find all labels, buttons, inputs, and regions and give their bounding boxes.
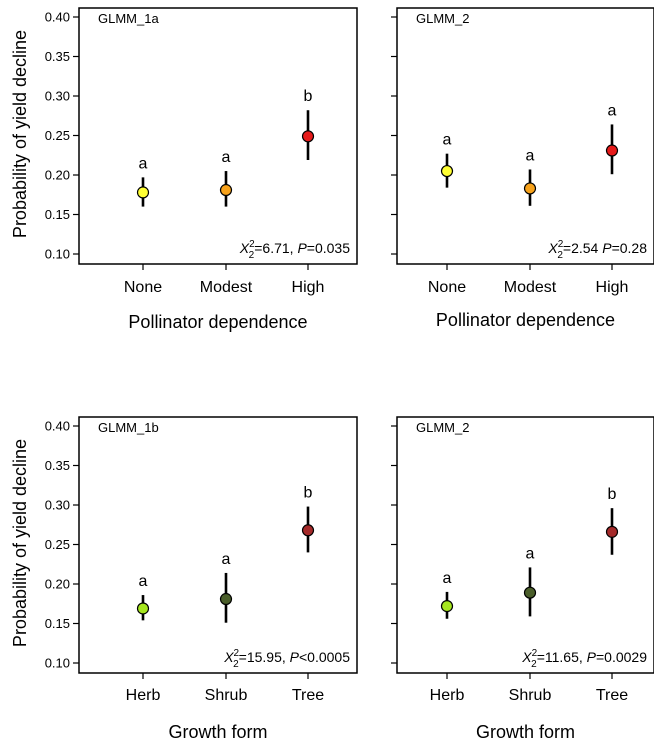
x-tick-label: Herb bbox=[430, 687, 465, 704]
x-tick-label: Tree bbox=[596, 687, 628, 704]
significance-letter: a bbox=[608, 102, 617, 119]
chi-subscript: 2 bbox=[531, 659, 537, 670]
significance-letter: a bbox=[222, 149, 231, 166]
significance-letter: a bbox=[139, 573, 148, 590]
chi-superscript: 2 bbox=[234, 648, 240, 659]
stat-value: =15.95, bbox=[239, 649, 290, 665]
chi-symbol: X bbox=[547, 240, 558, 256]
data-point bbox=[523, 182, 537, 195]
stat-text: X2 2=2.54 P=0.28 bbox=[547, 239, 647, 261]
significance-letter: a bbox=[526, 147, 535, 164]
significance-letter: b bbox=[304, 485, 313, 502]
y-axis-title: Probability of yield decline bbox=[10, 30, 30, 238]
y-tick-label: 0.10 bbox=[45, 247, 70, 262]
x-tick-label: Shrub bbox=[205, 687, 248, 704]
y-tick-label: 0.20 bbox=[45, 577, 70, 592]
stat-value: =2.54 bbox=[563, 240, 602, 256]
x-tick-label: None bbox=[428, 279, 466, 296]
x-tick-label: Modest bbox=[504, 279, 557, 296]
data-point bbox=[219, 592, 233, 606]
data-point bbox=[440, 164, 454, 178]
data-point bbox=[219, 183, 233, 197]
data-point bbox=[523, 586, 537, 599]
stat-text: X2 2=11.65, P=0.0029 bbox=[521, 648, 647, 670]
chi-symbol: X bbox=[521, 649, 532, 665]
y-tick-label: 0.15 bbox=[45, 616, 70, 631]
p-value: =0.035 bbox=[307, 240, 350, 256]
x-tick-label: High bbox=[596, 279, 629, 296]
chi-subscript: 2 bbox=[233, 659, 239, 670]
y-tick-label: 0.30 bbox=[45, 89, 70, 104]
significance-letter: a bbox=[443, 132, 452, 149]
stat-text: X2 2=6.71, P=0.035 bbox=[239, 239, 350, 261]
p-symbol: P bbox=[602, 240, 612, 256]
p-symbol: P bbox=[297, 240, 307, 256]
y-tick-label: 0.10 bbox=[45, 656, 70, 671]
chart-panel-1: 0.10 0.15 0.20 0.25 0.30 0.35 0.40 None Modest Hi… bbox=[10, 7, 358, 332]
significance-letter: a bbox=[526, 545, 535, 562]
p-value: <0.0005 bbox=[299, 649, 350, 665]
y-axis-title: Probability of yield decline bbox=[10, 439, 30, 647]
significance-letter: b bbox=[304, 88, 313, 105]
chi-subscript: 2 bbox=[249, 250, 255, 261]
x-tick-label: Modest bbox=[200, 279, 253, 296]
significance-letter: a bbox=[443, 570, 452, 587]
x-axis-title: Growth form bbox=[476, 722, 575, 742]
chi-superscript: 2 bbox=[249, 239, 255, 250]
plot-frame bbox=[78, 416, 358, 674]
panel-title: GLMM_2 bbox=[416, 11, 469, 26]
significance-letter: a bbox=[222, 551, 231, 568]
y-tick-label: 0.40 bbox=[45, 419, 70, 434]
data-point bbox=[136, 186, 150, 199]
significance-letter: a bbox=[139, 155, 148, 172]
x-axis-title: Pollinator dependence bbox=[128, 312, 307, 332]
p-value: =0.0029 bbox=[596, 649, 647, 665]
panel-title: GLMM_1a bbox=[98, 11, 159, 26]
data-point bbox=[136, 602, 150, 615]
x-tick-label: Tree bbox=[292, 687, 324, 704]
p-symbol: P bbox=[290, 649, 300, 665]
chart-panel-3: 0.10 0.15 0.20 0.25 0.30 0.35 0.40 Herb Shrub Tre… bbox=[10, 416, 358, 742]
panel-title: GLMM_1b bbox=[98, 420, 159, 435]
chi-symbol: X bbox=[223, 649, 234, 665]
panel-title: GLMM_2 bbox=[416, 420, 469, 435]
stat-value: =6.71, bbox=[254, 240, 297, 256]
x-tick-label: Shrub bbox=[509, 687, 552, 704]
data-point bbox=[301, 130, 315, 143]
data-point bbox=[605, 525, 619, 538]
x-tick-label: None bbox=[124, 279, 162, 296]
data-point bbox=[605, 144, 619, 157]
y-tick-label: 0.25 bbox=[45, 128, 70, 143]
y-tick-label: 0.30 bbox=[45, 498, 70, 513]
y-tick-label: 0.40 bbox=[45, 10, 70, 25]
chi-superscript: 2 bbox=[532, 648, 538, 659]
y-tick-label: 0.20 bbox=[45, 168, 70, 183]
p-value: =0.28 bbox=[612, 240, 648, 256]
x-tick-label: High bbox=[292, 279, 325, 296]
p-symbol: P bbox=[587, 649, 597, 665]
y-tick-label: 0.25 bbox=[45, 537, 70, 552]
y-tick-label: 0.35 bbox=[45, 458, 70, 473]
chi-subscript: 2 bbox=[557, 250, 563, 261]
data-point bbox=[301, 524, 315, 537]
x-axis-title: Growth form bbox=[168, 722, 267, 742]
stat-value: =11.65, bbox=[537, 649, 587, 665]
chi-symbol: X bbox=[239, 240, 250, 256]
chi-superscript: 2 bbox=[558, 239, 564, 250]
chart-panel-4: Herb Shrub Tree Growth form GLMM_2a a b X2 2=11.… bbox=[391, 416, 654, 742]
chart-panel-2: None Modest High Pollinator dependence GLMM_… bbox=[391, 7, 654, 330]
significance-letter: b bbox=[608, 486, 617, 503]
x-tick-label: Herb bbox=[126, 687, 161, 704]
plot-frame bbox=[396, 7, 654, 265]
y-tick-label: 0.35 bbox=[45, 49, 70, 64]
y-tick-label: 0.15 bbox=[45, 207, 70, 222]
data-point bbox=[440, 600, 454, 613]
stat-text: X2 2=15.95, P<0.0005 bbox=[223, 648, 350, 670]
plot-frame bbox=[78, 7, 358, 265]
x-axis-title: Pollinator dependence bbox=[436, 310, 615, 330]
